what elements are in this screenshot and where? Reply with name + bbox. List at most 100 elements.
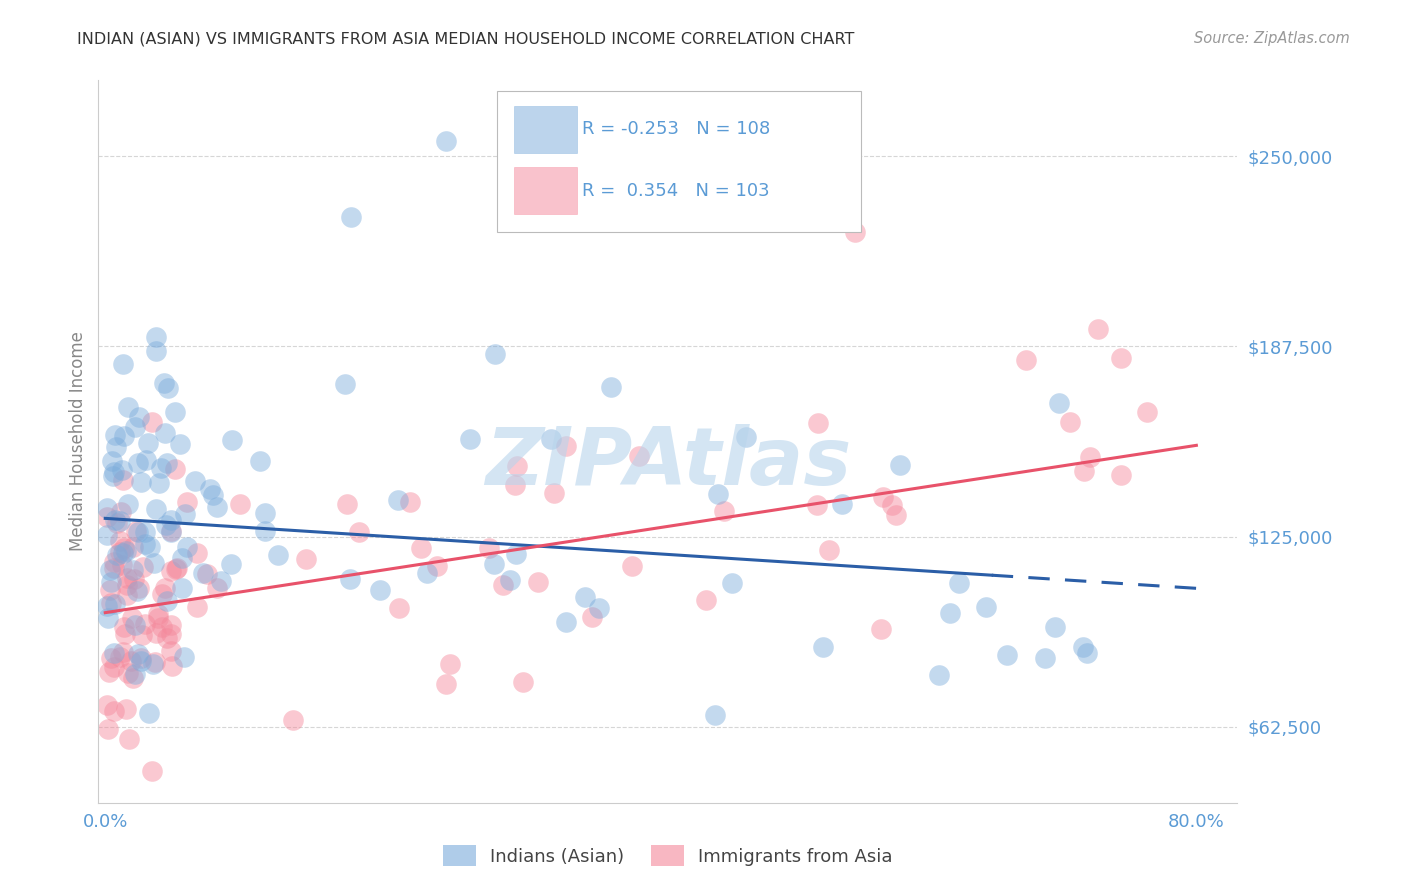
Point bbox=[938, 606, 960, 620]
Point bbox=[209, 574, 232, 589]
Point bbox=[707, 487, 730, 501]
Point bbox=[153, 426, 176, 441]
Point bbox=[100, 651, 122, 665]
Point bbox=[416, 566, 439, 580]
Point bbox=[484, 558, 506, 572]
Point bbox=[295, 552, 318, 566]
Point bbox=[184, 474, 207, 488]
Point bbox=[1033, 650, 1056, 665]
Point bbox=[124, 420, 146, 434]
Point bbox=[505, 547, 527, 561]
Point bbox=[100, 454, 122, 468]
Point bbox=[388, 601, 411, 615]
Text: INDIAN (ASIAN) VS IMMIGRANTS FROM ASIA MEDIAN HOUSEHOLD INCOME CORRELATION CHART: INDIAN (ASIAN) VS IMMIGRANTS FROM ASIA M… bbox=[77, 31, 855, 46]
Point bbox=[146, 607, 169, 621]
Point bbox=[121, 611, 143, 625]
Point bbox=[145, 501, 167, 516]
Point bbox=[229, 497, 252, 511]
Point bbox=[122, 573, 145, 587]
Point bbox=[149, 460, 172, 475]
Text: R =  0.354   N = 103: R = 0.354 N = 103 bbox=[582, 182, 770, 200]
Point bbox=[387, 493, 409, 508]
Point bbox=[111, 462, 134, 476]
Point bbox=[831, 497, 853, 511]
Point bbox=[249, 453, 271, 467]
Point bbox=[886, 508, 908, 522]
Point bbox=[554, 615, 576, 629]
Point bbox=[333, 377, 356, 392]
Point bbox=[104, 427, 127, 442]
Point bbox=[870, 623, 893, 637]
Point bbox=[336, 497, 359, 511]
Point bbox=[141, 764, 163, 778]
Point bbox=[112, 429, 135, 443]
Point bbox=[96, 528, 118, 542]
Point bbox=[1078, 450, 1101, 464]
Point bbox=[434, 134, 457, 148]
Point bbox=[110, 650, 132, 665]
Point bbox=[111, 474, 134, 488]
Point bbox=[156, 456, 179, 470]
Point bbox=[409, 541, 432, 555]
Point bbox=[115, 544, 138, 558]
Point bbox=[145, 343, 167, 358]
Point bbox=[806, 498, 828, 512]
Point bbox=[132, 559, 155, 574]
Point bbox=[398, 495, 420, 509]
Point bbox=[219, 557, 242, 571]
Point bbox=[198, 482, 221, 496]
Point bbox=[159, 626, 181, 640]
Point bbox=[844, 226, 866, 240]
Point bbox=[159, 564, 181, 578]
Point bbox=[143, 655, 166, 669]
Point bbox=[1059, 415, 1081, 429]
Point bbox=[599, 380, 621, 394]
Point bbox=[131, 475, 153, 489]
Point bbox=[112, 546, 135, 560]
Point bbox=[143, 556, 166, 570]
Point bbox=[695, 593, 717, 607]
Point bbox=[128, 409, 150, 424]
Point bbox=[1087, 322, 1109, 336]
Point bbox=[156, 381, 179, 395]
Point bbox=[134, 525, 156, 540]
Point bbox=[103, 660, 125, 674]
Point bbox=[721, 576, 744, 591]
Point bbox=[129, 654, 152, 668]
Point bbox=[97, 611, 120, 625]
Point bbox=[115, 578, 138, 592]
Point bbox=[100, 596, 122, 610]
Point bbox=[156, 594, 179, 608]
Point bbox=[1043, 620, 1066, 634]
Point bbox=[115, 702, 138, 716]
Point bbox=[129, 650, 152, 665]
Point bbox=[117, 497, 139, 511]
Point bbox=[134, 616, 156, 631]
Point bbox=[889, 458, 911, 472]
Point bbox=[1073, 640, 1095, 655]
Point bbox=[1136, 404, 1159, 418]
Text: Source: ZipAtlas.com: Source: ZipAtlas.com bbox=[1194, 31, 1350, 46]
Point bbox=[543, 486, 565, 500]
Point bbox=[704, 707, 727, 722]
Point bbox=[155, 518, 177, 533]
Point bbox=[283, 714, 305, 728]
Point bbox=[111, 645, 134, 659]
Text: ZIPAtlas: ZIPAtlas bbox=[485, 425, 851, 502]
Point bbox=[103, 646, 125, 660]
Point bbox=[122, 671, 145, 685]
Point bbox=[370, 583, 392, 598]
Point bbox=[131, 628, 153, 642]
Point bbox=[811, 640, 834, 655]
Point bbox=[125, 524, 148, 539]
Point bbox=[817, 543, 839, 558]
Point bbox=[555, 439, 578, 453]
Point bbox=[1015, 352, 1038, 367]
Point bbox=[108, 514, 131, 528]
Point bbox=[170, 581, 193, 595]
Point bbox=[713, 504, 735, 518]
Point bbox=[1073, 464, 1095, 478]
Point bbox=[1076, 646, 1098, 660]
Point bbox=[526, 575, 548, 590]
Point bbox=[101, 469, 124, 483]
